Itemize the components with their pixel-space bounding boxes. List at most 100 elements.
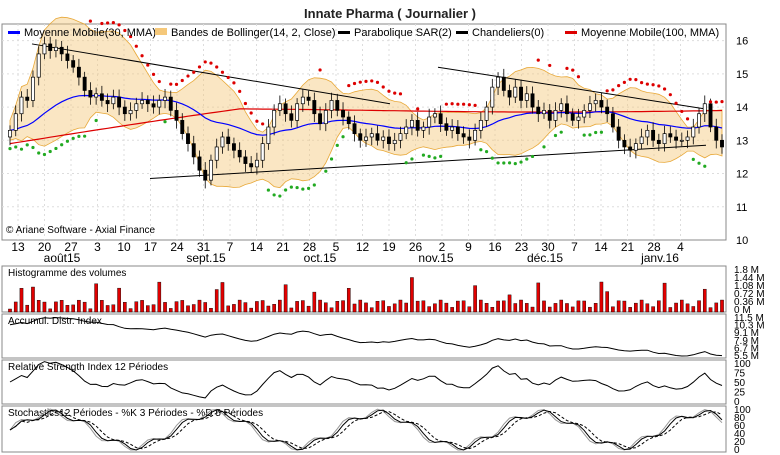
volume-bar [611,306,615,313]
sar-dot [284,188,288,192]
line-swatch-icon [565,31,577,34]
sar-dot [318,68,322,72]
sar-dot [151,72,156,76]
sar-dot [215,65,219,69]
volume-bar [140,300,144,313]
sar-dot [708,100,713,104]
x-tick-label: 27 [64,240,78,254]
stoch-fast-line [9,408,723,451]
volume-bar [134,301,139,313]
candle-body [685,136,690,141]
x-month-label: nov.15 [418,251,453,265]
legend-label: Chandeliers(0) [472,27,544,39]
volume-bar [496,300,500,313]
volume-bar [82,301,87,313]
candle-body [593,100,598,105]
volume-bar [519,299,523,313]
volume-bar [358,299,363,313]
x-tick-label: 20 [38,240,52,254]
sar-dot [519,160,523,164]
candle-body [645,129,650,138]
y-tick-label: 12 [736,169,748,181]
sar-dot [106,21,110,25]
volume-bar [691,306,696,313]
volume-bar [42,301,47,313]
sar-dot [111,20,115,25]
volume-bar [381,300,386,313]
volume-bar [180,300,185,313]
candle-body [610,113,615,128]
candle-body [691,126,696,138]
candle-body [122,106,127,115]
candle-body [381,136,386,141]
sar-dot [657,84,661,88]
stoch-tick-label: 20 [734,437,746,448]
sar-dot [65,139,70,143]
volume-bar [685,303,690,313]
sar-dot [450,102,454,106]
volume-bar [570,306,575,313]
volume-bar [680,299,684,313]
candle-body [277,103,282,111]
candle-body [249,163,254,168]
sar-dot [588,133,592,137]
volume-bar [352,303,357,313]
volume-bar [191,304,196,313]
stoch-d-line [9,410,723,450]
volume-tick-label: 0.72 M [734,289,765,300]
volume-bar [427,306,431,313]
candle-body [13,113,18,131]
candle-body [300,96,305,105]
volume-bar [36,300,41,313]
rsi-tick-label: 100 [734,359,751,370]
ad-tick-label: 7.9 M [734,336,759,347]
sar-dot [387,89,391,93]
y-tick-label: 11 [736,202,747,214]
volume-bar [404,302,408,313]
sar-dot [94,118,98,123]
volume-bar [266,305,271,313]
sar-dot [714,100,718,104]
candle-body [283,103,288,115]
volume-bar [163,302,167,313]
candle-body [461,133,466,138]
sar-dot [238,89,242,93]
sar-dot [71,136,75,140]
candle-body [679,139,684,142]
sar-dot [146,63,150,67]
candle-body [105,100,110,105]
candle-body [220,136,225,148]
sar-dot [416,107,420,111]
sar-dot [703,164,707,168]
candle-body [668,133,673,138]
candle-body [117,96,122,108]
volume-bar [628,307,632,313]
sar-dot [370,79,374,83]
sar-dot [462,102,466,106]
sar-dot [14,145,18,149]
sar-dot [329,157,334,161]
volume-bar [645,303,650,313]
candle-body [519,86,523,101]
candle-body [714,126,719,141]
candle-body [662,133,667,144]
volume-bar [318,299,322,313]
volume-bar [674,302,678,313]
candle-body [31,76,35,101]
sar-dot [243,101,248,106]
candle-body [702,103,707,115]
candle-body [53,46,58,51]
sar-dot [157,79,161,84]
ad-tick-label: 6.7 M [734,343,759,354]
sar-dot [255,119,259,123]
sar-dot [335,143,339,147]
sar-dot [674,101,678,105]
volume-bar [111,304,116,313]
volume-bar [369,307,374,313]
volume-bar [438,299,443,313]
sar-dot [54,146,58,151]
volume-bar [226,305,230,313]
rsi-tick-label: 50 [734,378,746,389]
sar-dot [272,193,276,197]
volume-bar [94,283,98,313]
